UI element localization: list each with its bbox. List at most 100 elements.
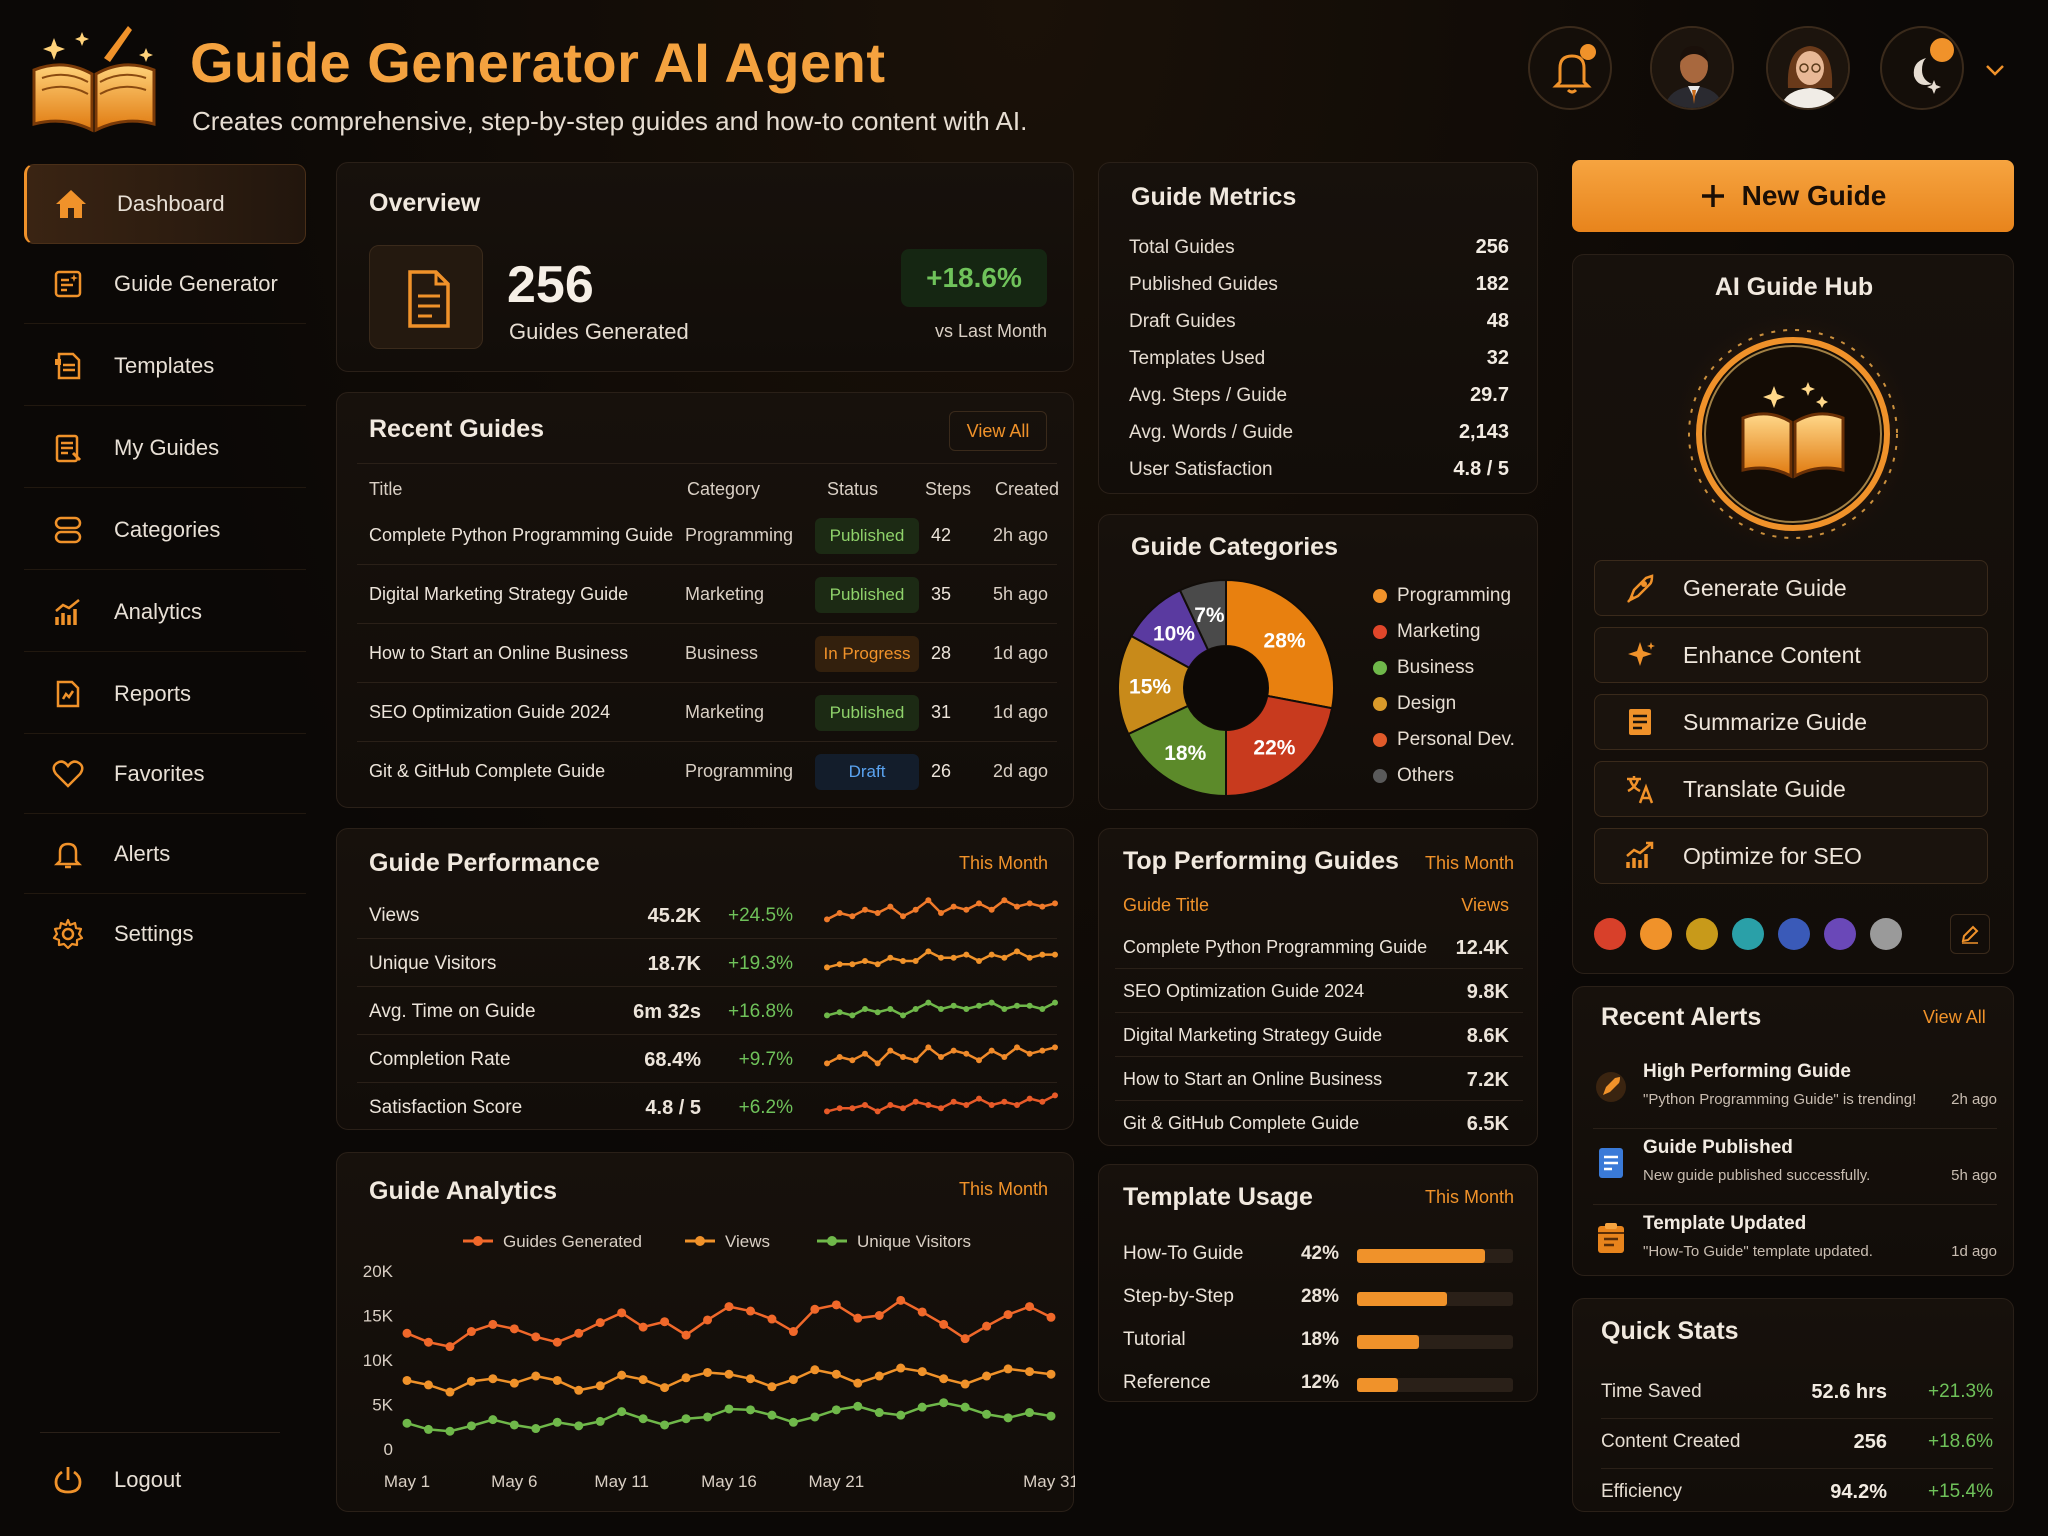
series-point [1025, 1408, 1035, 1418]
sidebar-item-my-guides[interactable]: My Guides [24, 408, 306, 488]
table-row[interactable]: SEO Optimization Guide 2024 Marketing Publ… [357, 684, 1057, 742]
sparkline-point [938, 1105, 944, 1112]
moon-sun-icon [1913, 38, 1954, 94]
quick-stat-row: Efficiency 94.2% +15.4% [1601, 1469, 1993, 1519]
templates-period[interactable]: This Month [1425, 1187, 1515, 1207]
theme-toggle-button[interactable] [1880, 26, 1964, 110]
sidebar-item-analytics[interactable]: Analytics [24, 572, 306, 652]
sparkline-point [1039, 951, 1046, 958]
series-point [617, 1308, 627, 1318]
sparkline-point [1026, 1050, 1033, 1057]
sparkline-point [1014, 1044, 1020, 1051]
template-pct: 12% [1300, 1372, 1339, 1393]
series-point [1046, 1312, 1056, 1322]
sparkline-point [950, 1047, 957, 1054]
edit-palette-button[interactable] [1950, 914, 1990, 954]
legend-marker [473, 1236, 483, 1246]
series-point [939, 1374, 949, 1384]
table-row[interactable]: Digital Marketing Strategy Guide Marketin… [357, 566, 1057, 624]
top-guide-title: Digital Marketing Strategy Guide [1123, 1025, 1383, 1045]
table-row[interactable]: How to Start an Online Business 7.2K [1115, 1057, 1523, 1101]
color-swatch[interactable] [1824, 918, 1856, 950]
row-divider [1601, 1468, 1993, 1469]
metric-label: Draft Guides [1129, 311, 1236, 332]
sidebar-item-dashboard[interactable]: Dashboard [24, 164, 306, 244]
sparkline-point [976, 1095, 982, 1102]
color-swatch[interactable] [1686, 918, 1718, 950]
color-swatch[interactable] [1732, 918, 1764, 950]
chevron-down-icon[interactable] [1984, 62, 2006, 78]
hub-action-enhance-content[interactable]: Enhance Content [1594, 627, 1988, 683]
sidebar-item-alerts[interactable]: Alerts [24, 814, 306, 894]
guide-created-cell: 2h ago [993, 525, 1049, 545]
quick-stat-label: Content Created [1601, 1431, 1741, 1452]
sparkline [824, 999, 1058, 1019]
sparkline [824, 897, 1058, 923]
legend-label: Marketing [1397, 621, 1481, 642]
hub-action-summarize-guide[interactable]: Summarize Guide [1594, 694, 1988, 750]
guide-steps-cell: 28 [931, 643, 952, 663]
sparkline-point [1001, 1098, 1008, 1105]
color-swatch[interactable] [1640, 918, 1672, 950]
sidebar-item-reports[interactable]: Reports [24, 654, 306, 734]
color-swatch[interactable] [1594, 918, 1626, 950]
template-usage-fill [1357, 1378, 1398, 1392]
alert-item[interactable]: High Performing Guide "Python Programming… [1593, 1053, 1997, 1129]
color-swatch[interactable] [1870, 918, 1902, 950]
metric-value: 48 [1486, 310, 1509, 332]
performance-label: Satisfaction Score [369, 1097, 523, 1118]
template-label: Reference [1123, 1372, 1211, 1393]
hub-action-translate-guide[interactable]: Translate Guide [1594, 761, 1988, 817]
series-point [509, 1324, 519, 1334]
row-divider [1601, 1418, 1993, 1419]
series-point [831, 1369, 841, 1379]
series-point [1003, 1310, 1013, 1320]
color-swatch[interactable] [1778, 918, 1810, 950]
table-row[interactable]: Git & GitHub Complete Guide 6.5K [1115, 1101, 1523, 1145]
series-point [788, 1417, 798, 1427]
alert-item[interactable]: Template Updated "How-To Guide" template … [1593, 1205, 1997, 1281]
hub-action-generate-guide[interactable]: Generate Guide [1594, 560, 1988, 616]
categories-title: Guide Categories [1131, 533, 1338, 561]
performance-change: +19.3% [728, 953, 793, 974]
sparkline-point [1026, 900, 1033, 907]
series-point [445, 1426, 455, 1436]
new-guide-button[interactable]: New Guide [1572, 160, 2014, 232]
clipboard-alert-icon [1593, 1221, 1629, 1257]
recent-view-all-button[interactable]: View All [949, 411, 1047, 451]
sparkline-point [938, 1006, 944, 1012]
top-period[interactable]: This Month [1425, 853, 1515, 873]
sidebar-item-guide-generator[interactable]: Guide Generator [24, 244, 306, 324]
glowing-book-emblem-icon [1665, 306, 1921, 562]
sidebar-item-categories[interactable]: Categories [24, 490, 306, 570]
top-guide-title: Git & GitHub Complete Guide [1123, 1113, 1360, 1133]
sidebar-item-favorites[interactable]: Favorites [24, 734, 306, 814]
logout-button[interactable]: Logout [24, 1440, 306, 1520]
legend-label: Design [1397, 693, 1457, 714]
hub-action-optimize-for-seo[interactable]: Optimize for SEO [1594, 828, 1988, 884]
table-row[interactable]: Git & GitHub Complete Guide Programming Dr… [357, 743, 1057, 801]
sidebar-item-templates[interactable]: Templates [24, 326, 306, 406]
avatar-male[interactable] [1650, 26, 1734, 110]
analytics-period[interactable]: This Month [959, 1179, 1049, 1199]
sparkline-point [1014, 903, 1020, 910]
sparkline-point [836, 961, 843, 968]
notifications-button[interactable] [1528, 26, 1612, 110]
alert-title: Guide Published [1643, 1137, 1793, 1158]
table-row[interactable]: SEO Optimization Guide 2024 9.8K [1115, 969, 1523, 1013]
table-row[interactable]: Digital Marketing Strategy Guide 8.6K [1115, 1013, 1523, 1057]
table-row[interactable]: Complete Python Programming Guide Program… [357, 507, 1057, 565]
sparkline-point [836, 1054, 843, 1060]
sparkline-point [925, 999, 932, 1006]
table-row[interactable]: Complete Python Programming Guide 12.4K [1115, 925, 1523, 969]
table-row[interactable]: How to Start an Online Business Business I… [357, 625, 1057, 683]
alert-item[interactable]: Guide Published New guide published succe… [1593, 1129, 1997, 1205]
avatar-female[interactable] [1766, 26, 1850, 110]
series-point [896, 1295, 906, 1305]
open-book-logo-icon [32, 26, 156, 133]
performance-period[interactable]: This Month [959, 853, 1049, 873]
alerts-view-all-button[interactable]: View All [1923, 1007, 1986, 1027]
template-label: How-To Guide [1123, 1243, 1244, 1264]
sidebar-item-settings[interactable]: Settings [24, 894, 306, 974]
sparkline-point [824, 1108, 830, 1115]
